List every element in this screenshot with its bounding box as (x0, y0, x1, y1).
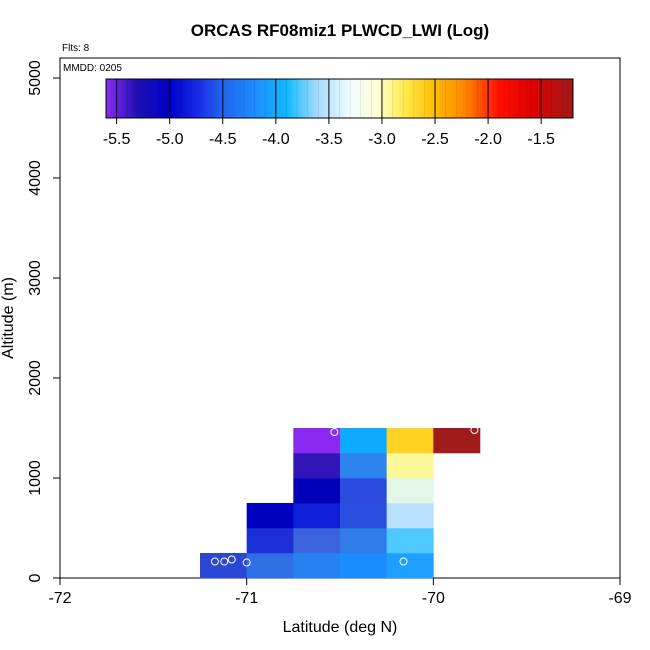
colorbar-tick-label: -1.5 (527, 131, 555, 148)
heatmap-cell (293, 528, 341, 554)
heatmap-cell (293, 453, 341, 479)
colorbar-ticks: -5.5 -5.0 -4.5 -4.0 -3.5 -3.0 -2.5 -2.0 -1.5 (103, 79, 563, 148)
heatmap-cell (246, 503, 294, 529)
heatmap-cell (293, 503, 341, 529)
data-markers (210, 426, 479, 567)
data-marker (470, 426, 479, 434)
data-marker (242, 558, 251, 567)
heatmap-cell (433, 428, 481, 454)
colorbar-tick-label: -5.0 (156, 131, 184, 148)
heatmap-cell (293, 478, 341, 504)
chart-title: ORCAS RF08miz1 PLWCD_LWI (Log) (191, 21, 489, 40)
data-marker (210, 557, 219, 566)
heatmap-cell (340, 553, 387, 579)
heatmap-cell (340, 453, 387, 479)
x-axis-label: Latitude (deg N) (283, 619, 398, 636)
colorbar-tick-label: -2.0 (474, 131, 502, 148)
heatmap-cells (200, 428, 481, 579)
y-tick-label: 5000 (27, 60, 44, 96)
x-tick-label: -69 (608, 590, 631, 607)
heatmap-cell (246, 528, 294, 554)
heatmap-cell (386, 453, 434, 479)
data-marker (399, 557, 408, 566)
colorbar-gradient (106, 79, 573, 118)
y-tick-label: 4000 (27, 160, 44, 196)
colorbar-frame (105, 78, 574, 119)
heatmap-cell (293, 428, 341, 454)
y-tick-label: 0 (27, 573, 44, 582)
heatmap-cell (386, 503, 434, 529)
heatmap-cell (340, 428, 387, 454)
data-marker (220, 557, 229, 566)
y-tick-label: 2000 (27, 360, 44, 396)
colorbar-tick-label: -3.0 (368, 131, 396, 148)
y-axis: 0 1000 2000 3000 4000 5000 (27, 60, 60, 582)
heatmap-cell (340, 528, 387, 554)
heatmap-cell (386, 528, 434, 554)
x-tick-label: -71 (235, 590, 258, 607)
y-axis-label: Altitude (m) (0, 277, 17, 359)
colorbar: -5.5 -5.0 -4.5 -4.0 -3.5 -3.0 -2.5 -2.0 -1.5 (103, 78, 574, 148)
colorbar-tick-label: -4.0 (262, 131, 290, 148)
heatmap-cell (246, 553, 294, 579)
heatmap-cell (386, 553, 434, 579)
mmdd-note: MMDD: 0205 (63, 63, 122, 74)
colorbar-tick-label: -2.5 (421, 131, 449, 148)
y-tick-label: 1000 (27, 460, 44, 496)
colorbar-tick-label: -3.5 (315, 131, 343, 148)
heatmap-cell (293, 553, 341, 579)
x-axis: -72 -71 -70 -69 (48, 578, 632, 607)
data-marker (330, 428, 339, 436)
flights-note: Flts: 8 (62, 43, 90, 54)
heatmap-cell (340, 503, 387, 529)
heatmap-cell (386, 478, 434, 504)
x-tick-label: -72 (48, 590, 71, 607)
colorbar-tick-label: -5.5 (103, 131, 131, 148)
colorbar-tick-label: -4.5 (209, 131, 237, 148)
heatmap-cell (340, 478, 387, 504)
heatmap-cell (200, 553, 247, 579)
data-marker (227, 555, 236, 564)
x-tick-label: -70 (422, 590, 445, 607)
y-tick-label: 3000 (27, 260, 44, 296)
heatmap-cell (386, 428, 434, 454)
